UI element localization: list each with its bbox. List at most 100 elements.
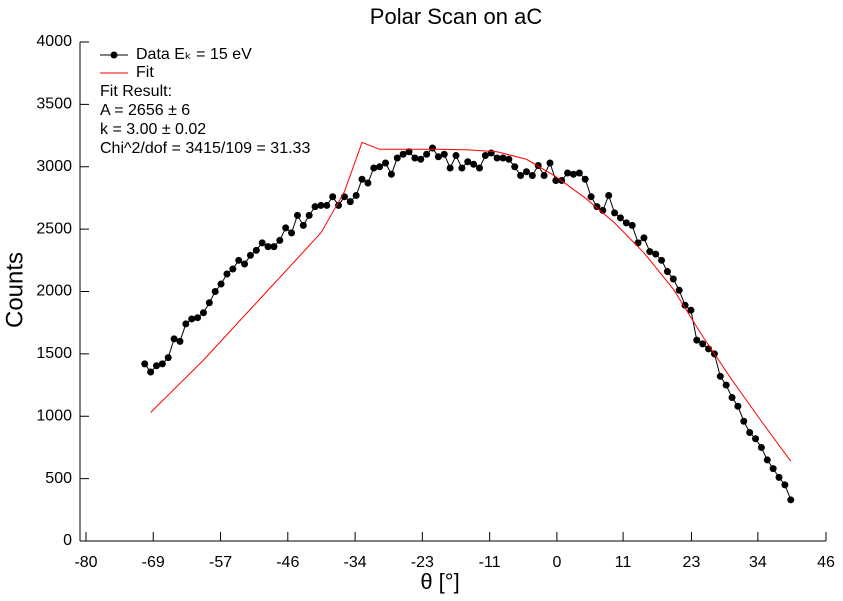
data-point	[252, 246, 260, 254]
data-point	[693, 336, 701, 344]
data-point	[781, 481, 789, 489]
y-tick-label: 2500	[36, 220, 72, 237]
y-tick-label: 2000	[36, 283, 72, 300]
data-point	[587, 193, 595, 201]
x-tick-label: -11	[479, 554, 501, 571]
data-point	[282, 224, 290, 232]
data-point	[223, 270, 231, 278]
data-point	[411, 154, 419, 162]
data-point	[622, 219, 630, 227]
data-point	[188, 315, 196, 323]
data-point	[176, 337, 184, 345]
data-point	[393, 154, 401, 162]
data-point	[728, 394, 736, 402]
data-point	[616, 214, 624, 222]
data-point	[311, 203, 319, 211]
annotation: Chi^2/dof = 3415/109 = 31.33	[100, 140, 310, 157]
data-point	[235, 256, 243, 264]
x-tick-label: -57	[209, 554, 232, 571]
data-point	[464, 158, 472, 166]
y-tick-label: 1500	[36, 345, 72, 362]
x-tick-label: 0	[552, 554, 561, 571]
data-point	[164, 354, 172, 362]
data-point	[493, 154, 501, 162]
y-tick-label: 4000	[36, 33, 72, 50]
data-point	[211, 288, 219, 295]
data-point	[605, 191, 613, 199]
data-point	[552, 176, 560, 184]
data-point	[699, 340, 707, 348]
data-point	[722, 381, 730, 389]
data-point	[575, 169, 583, 177]
data-point	[734, 402, 742, 410]
data-point	[687, 306, 695, 314]
data-point	[229, 265, 237, 273]
data-point	[205, 299, 213, 307]
data-point	[658, 256, 666, 264]
chart-title: Polar Scan on aC	[370, 4, 543, 29]
x-tick-label: 46	[817, 554, 835, 571]
series-line	[150, 141, 792, 462]
data-point	[323, 201, 331, 209]
data-point	[335, 201, 343, 209]
x-tick-label: -23	[411, 554, 434, 571]
data-point	[564, 169, 572, 177]
data-point	[152, 362, 160, 370]
data-point	[434, 153, 442, 161]
data-point	[763, 456, 771, 464]
data-point	[611, 209, 619, 217]
data-point	[669, 275, 677, 283]
data-point	[270, 243, 278, 251]
data-point	[634, 239, 642, 247]
data-point	[487, 149, 495, 157]
data-point	[446, 164, 454, 172]
data-point	[546, 159, 554, 167]
data-point	[258, 239, 266, 247]
data-point	[528, 171, 536, 179]
data-point	[581, 175, 589, 183]
data-point	[499, 154, 507, 162]
data-point	[757, 443, 765, 451]
data-point	[746, 428, 754, 436]
data-point	[681, 301, 689, 309]
y-tick-label: 500	[45, 470, 72, 487]
data-point	[346, 198, 354, 206]
data-point	[329, 193, 337, 201]
data-point	[182, 320, 190, 328]
data-point	[376, 163, 384, 171]
data-point	[147, 368, 155, 376]
data-point	[317, 201, 325, 209]
data-point	[628, 221, 636, 229]
y-axis-label: Counts	[1, 252, 28, 328]
y-tick-label: 3500	[36, 96, 72, 113]
data-point	[452, 152, 460, 160]
data-point	[475, 164, 483, 172]
x-tick-label: 11	[615, 554, 632, 571]
data-point	[217, 280, 225, 288]
data-point	[540, 171, 548, 179]
annotation: Fit Result:	[100, 83, 172, 100]
x-tick-label: 34	[749, 554, 767, 571]
data-point	[352, 191, 360, 199]
data-point	[517, 171, 525, 179]
data-point	[387, 170, 395, 178]
data-point	[470, 160, 478, 168]
data-point	[740, 417, 748, 425]
data-point	[716, 372, 724, 380]
data-point	[358, 175, 366, 183]
data-point	[663, 268, 671, 276]
data-point	[276, 236, 284, 244]
data-point	[787, 496, 795, 504]
data-point	[264, 243, 272, 251]
y-tick-label: 1000	[36, 407, 72, 424]
data-point	[405, 148, 413, 156]
data-point	[194, 314, 202, 322]
legend-marker	[110, 51, 118, 59]
data-point	[288, 229, 296, 237]
x-axis-label: θ [°]	[420, 569, 459, 594]
data-point	[481, 152, 489, 160]
data-point	[299, 221, 307, 229]
data-point	[399, 150, 407, 158]
legend-label: Data Eₖ = 15 eV	[136, 46, 252, 63]
